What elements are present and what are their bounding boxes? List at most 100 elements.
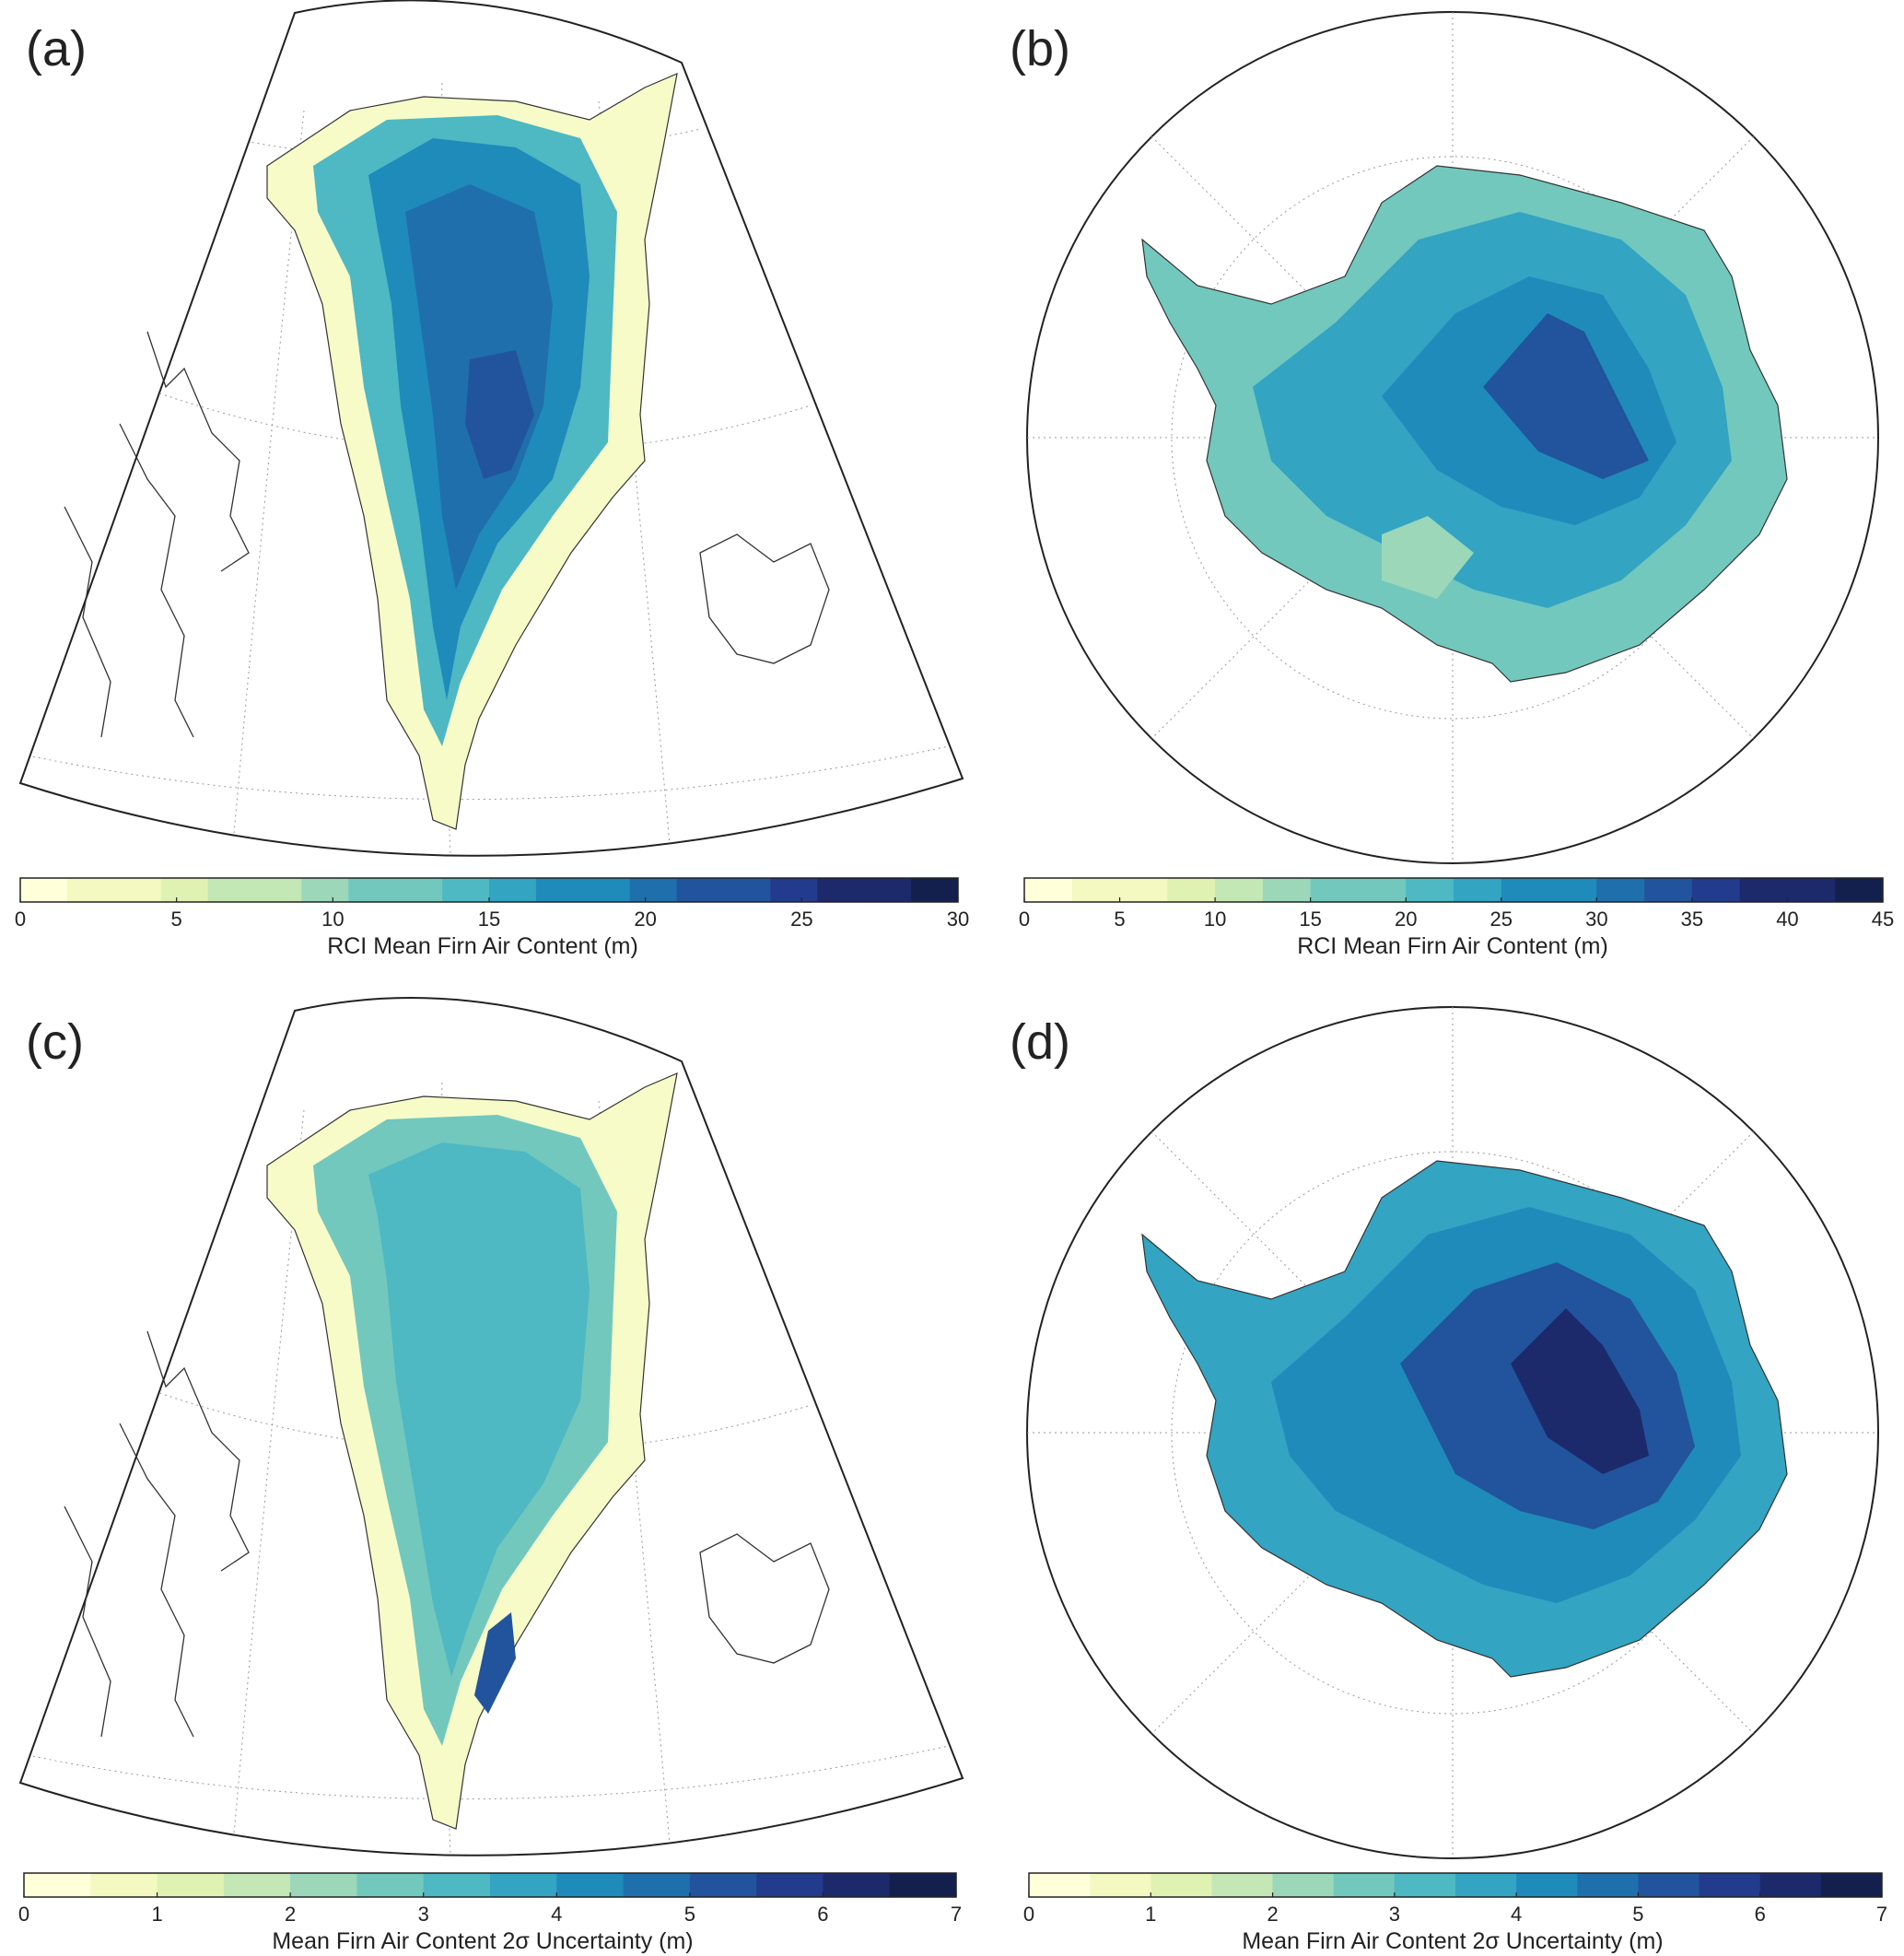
colorbar-segment: [1820, 1873, 1883, 1897]
colorbar-segment: [1029, 1873, 1091, 1897]
colorbar-segment: [24, 1873, 91, 1897]
colorbar-segment: [1739, 878, 1788, 902]
antarctica-ice-d: [1141, 1160, 1788, 1678]
colorbar-title-b: RCI Mean Firn Air Content (m): [1297, 933, 1608, 959]
colorbar-tick-label: 30: [1585, 908, 1608, 931]
colorbar-segment: [1358, 878, 1407, 902]
colorbar-tick-label: 6: [1754, 1903, 1766, 1926]
colorbar-frame: [1023, 877, 1884, 903]
colorbar-segment: [1577, 1873, 1639, 1897]
panel-label-c: (c): [26, 1014, 84, 1070]
colorbar-a: [19, 877, 959, 903]
colorbar-segment: [756, 1873, 824, 1897]
colorbar-segment: [723, 878, 771, 902]
colorbar-segment: [889, 1873, 957, 1897]
colorbar-segment: [113, 878, 162, 902]
colorbar-segment: [1215, 878, 1264, 902]
colorbar-segment: [1596, 878, 1645, 902]
colorbar-tick-label: 10: [1203, 908, 1227, 931]
colorbar-tick-label: 0: [14, 908, 27, 931]
colorbar-segment: [864, 878, 912, 902]
colorbar-tick-label: 6: [817, 1903, 829, 1926]
colorbar-tick-label: 5: [1114, 908, 1126, 931]
colorbar-tick-label: 15: [477, 908, 501, 931]
colorbar-segment: [66, 878, 115, 902]
colorbar-segment: [489, 878, 537, 902]
colorbar-segment: [223, 1873, 291, 1897]
colorbar-tick-label: 2: [1267, 1903, 1279, 1926]
colorbar-segment: [1071, 878, 1121, 902]
colorbar-title-d: Mean Firn Air Content 2σ Uncertainty (m): [1242, 1928, 1664, 1954]
colorbar-segment: [20, 878, 68, 902]
colorbar-segment: [1644, 878, 1693, 902]
colorbar-tick-label: 0: [18, 1903, 30, 1926]
colorbar-segment: [1454, 878, 1502, 902]
colorbar-segment: [1835, 878, 1884, 902]
colorbar-segment: [1548, 878, 1597, 902]
colorbar-segment: [90, 1873, 158, 1897]
coastlines-c: [64, 1330, 830, 1738]
colorbar-tick-label: 15: [1299, 908, 1322, 931]
colorbar-tick-label: 1: [1145, 1903, 1157, 1926]
colorbar-segment: [1394, 1873, 1456, 1897]
antarctica-ice-b: [1141, 165, 1788, 683]
colorbar-tick-label: 30: [946, 908, 970, 931]
colorbar-segment: [423, 1873, 491, 1897]
greenland-ice-a: [266, 73, 678, 830]
colorbar-segment: [676, 878, 724, 902]
colorbar-segment: [160, 878, 209, 902]
panel-label-b: (b): [1010, 21, 1070, 76]
colorbar-segment: [1024, 878, 1073, 902]
colorbar-segment: [770, 878, 818, 902]
colorbar-c: [23, 1872, 957, 1898]
map-panel-c: [18, 997, 964, 1856]
colorbar-tick-label: 1: [151, 1903, 163, 1926]
colorbar-tick-label: 25: [1489, 908, 1513, 931]
colorbar-segment: [535, 878, 584, 902]
colorbar-segment: [1691, 878, 1741, 902]
colorbar-tick-label: 7: [1875, 1903, 1888, 1926]
colorbar-tick-label: 5: [683, 1903, 695, 1926]
colorbar-segment: [1310, 878, 1359, 902]
colorbar-segment: [623, 1873, 691, 1897]
colorbar-tick-label: 2: [285, 1903, 297, 1926]
colorbar-tick-label: 3: [417, 1903, 429, 1926]
colorbar-segment: [254, 878, 302, 902]
colorbar-tick-label: 3: [1388, 1903, 1400, 1926]
colorbar-title-a: RCI Mean Firn Air Content (m): [327, 933, 638, 959]
colorbar-segment: [1090, 1873, 1151, 1897]
colorbar-b: [1023, 877, 1884, 903]
map-panel-a: [18, 0, 964, 857]
colorbar-segment: [348, 878, 396, 902]
colorbar-tick-label: 0: [1018, 908, 1031, 931]
colorbar-segment: [556, 1873, 625, 1897]
colorbar-segment: [1501, 878, 1550, 902]
colorbar-tick-label: 0: [1022, 1903, 1035, 1926]
colorbar-segment: [1787, 878, 1836, 902]
map-panel-b: [1026, 11, 1879, 864]
colorbar-d: [1028, 1872, 1883, 1898]
colorbar-segment: [629, 878, 678, 902]
colorbar-tick-label: 7: [950, 1903, 963, 1926]
colorbar-segment: [1455, 1873, 1517, 1897]
colorbar-tick-label: 10: [321, 908, 345, 931]
colorbar-segment: [1406, 878, 1454, 902]
colorbar-tick-label: 40: [1776, 908, 1799, 931]
colorbar-segment: [823, 1873, 891, 1897]
colorbar-tick-label: 5: [1632, 1903, 1644, 1926]
colorbar-segment: [1151, 1873, 1212, 1897]
colorbar-segment: [157, 1873, 225, 1897]
colorbar-tick-label: 45: [1871, 908, 1895, 931]
colorbar-segment: [1262, 878, 1312, 902]
colorbar-segment: [1699, 1873, 1761, 1897]
colorbar-segment: [356, 1873, 425, 1897]
colorbar-segment: [442, 878, 490, 902]
colorbar-tick-label: 35: [1680, 908, 1704, 931]
colorbar-tick-label: 20: [634, 908, 657, 931]
colorbar-segment: [1638, 1873, 1700, 1897]
colorbar-segment: [582, 878, 631, 902]
colorbar-segment: [1272, 1873, 1335, 1897]
colorbar-segment: [490, 1873, 557, 1897]
colorbar-segment: [1167, 878, 1216, 902]
